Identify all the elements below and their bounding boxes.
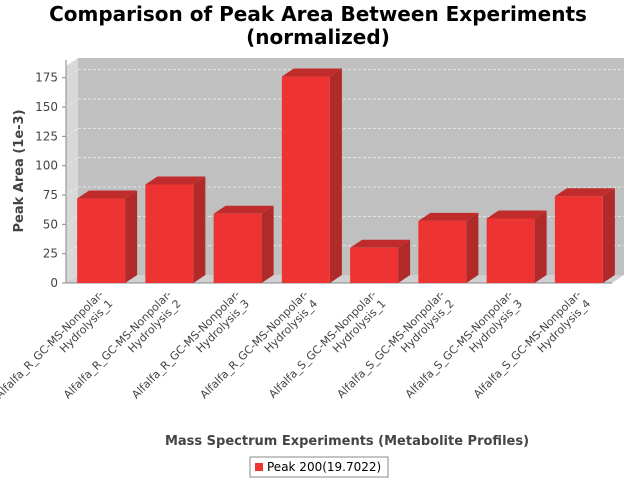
gridline-side bbox=[65, 128, 79, 137]
gridline-side bbox=[65, 245, 79, 255]
bar-side bbox=[125, 190, 138, 283]
bar bbox=[281, 68, 342, 283]
y-tick-label: 25 bbox=[43, 247, 58, 261]
bar-top bbox=[418, 212, 479, 221]
bar-top bbox=[213, 205, 274, 214]
bar bbox=[350, 239, 411, 283]
legend-label: Peak 200(19.7022) bbox=[267, 460, 381, 474]
y-axis-label: Peak Area (1e-3) bbox=[12, 109, 27, 232]
gridline-side bbox=[65, 69, 79, 79]
bar-side bbox=[466, 212, 479, 283]
bar bbox=[213, 205, 274, 283]
bar-front bbox=[486, 218, 535, 283]
bar-top bbox=[554, 188, 615, 197]
gridline-side bbox=[65, 157, 79, 167]
bar-front bbox=[145, 184, 194, 283]
bar-side bbox=[534, 210, 547, 283]
bar bbox=[486, 210, 547, 283]
bar-front bbox=[554, 196, 603, 283]
bar-side bbox=[193, 176, 206, 283]
bar bbox=[554, 188, 615, 283]
bar-top bbox=[77, 190, 138, 199]
bar-side bbox=[329, 68, 342, 283]
bar-top bbox=[350, 239, 411, 248]
x-tick-label-line: Alfalfa_S_GC-MS-Nonpolar- bbox=[471, 288, 584, 401]
bar bbox=[77, 190, 138, 283]
x-tick-label-line: Alfalfa_R_GC-MS-Nonpolar- bbox=[61, 288, 174, 401]
gridline-side bbox=[65, 186, 79, 196]
x-tick-label-line: Alfalfa_R_GC-MS-Nonpolar- bbox=[198, 288, 311, 401]
plot-floor bbox=[66, 275, 624, 283]
bar bbox=[145, 176, 206, 283]
legend-swatch bbox=[255, 463, 263, 471]
x-tick-label: Alfalfa_R_GC-MS-Nonpolar-Hydrolysis_1 bbox=[0, 288, 115, 411]
y-tick-label: 100 bbox=[35, 159, 58, 173]
bar bbox=[418, 212, 479, 283]
bar-side bbox=[261, 205, 274, 283]
bar-top bbox=[145, 176, 206, 185]
y-tick-label: 125 bbox=[35, 129, 58, 143]
x-tick-label-line: Alfalfa_S_GC-MS-Nonpolar- bbox=[335, 288, 448, 401]
bar-front bbox=[213, 213, 262, 283]
legend-box bbox=[249, 456, 389, 478]
x-tick-label-line: Alfalfa_R_GC-MS-Nonpolar- bbox=[0, 288, 106, 401]
x-tick-label-line: Alfalfa_R_GC-MS-Nonpolar- bbox=[129, 288, 242, 401]
x-tick-label-line: Alfalfa_S_GC-MS-Nonpolar- bbox=[266, 288, 379, 401]
x-tick-label-line: Alfalfa_S_GC-MS-Nonpolar- bbox=[403, 288, 516, 401]
x-axis-label: Mass Spectrum Experiments (Metabolite Pr… bbox=[165, 434, 529, 449]
bar-front bbox=[418, 220, 467, 283]
bar-top bbox=[486, 210, 547, 219]
y-tick-label: 150 bbox=[35, 100, 58, 114]
plot-side-wall bbox=[66, 58, 78, 283]
bar-top bbox=[281, 68, 342, 77]
x-axis-tick-labels: Alfalfa_R_GC-MS-Nonpolar-Hydrolysis_1Alf… bbox=[0, 288, 593, 411]
gridline-side bbox=[65, 98, 79, 108]
chart-title-line-2: (normalized) bbox=[246, 25, 390, 49]
legend: Peak 200(19.7022) bbox=[249, 456, 389, 478]
y-tick-label: 50 bbox=[43, 217, 58, 231]
y-tick-label: 175 bbox=[35, 71, 58, 85]
bar-front bbox=[281, 76, 330, 283]
bar-side bbox=[398, 239, 411, 283]
bar-front bbox=[77, 198, 126, 283]
bar-front bbox=[350, 247, 399, 283]
gridline-side bbox=[65, 216, 79, 225]
bar-side bbox=[602, 188, 615, 283]
y-tick-label: 75 bbox=[43, 188, 58, 202]
chart-title-line-1: Comparison of Peak Area Between Experime… bbox=[49, 2, 587, 26]
y-tick-label: 0 bbox=[50, 276, 58, 290]
bars bbox=[77, 68, 615, 283]
